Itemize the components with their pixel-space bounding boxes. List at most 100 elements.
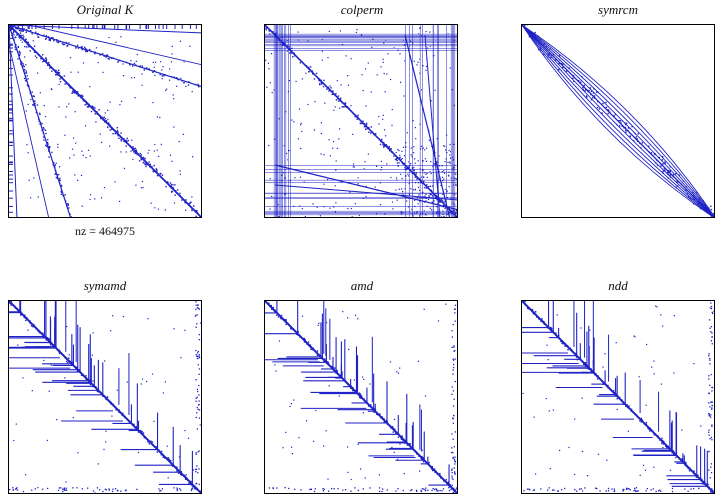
nonzero-mark [581, 397, 583, 399]
nonzero-mark [269, 178, 271, 180]
nonzero-mark [22, 64, 25, 66]
nonzero-mark [74, 92, 76, 94]
nonzero-mark [117, 61, 119, 63]
nonzero-mark [429, 185, 432, 187]
nonzero-mark [161, 453, 163, 455]
nonzero-mark [17, 58, 19, 60]
nonzero-mark [171, 160, 173, 162]
nonzero-mark [686, 466, 689, 469]
nonzero-mark [451, 472, 453, 474]
nonzero-mark [547, 359, 549, 361]
nonzero-mark [453, 209, 455, 212]
nonzero-mark [543, 53, 545, 56]
nonzero-mark [172, 94, 174, 96]
nonzero-mark [327, 361, 329, 363]
nonzero-mark [336, 369, 338, 372]
nonzero-mark [558, 55, 561, 57]
nonzero-mark [633, 140, 635, 142]
nonzero-band [9, 25, 201, 217]
nonzero-mark [605, 383, 607, 385]
nonzero-mark [384, 129, 386, 131]
nonzero-mark [393, 418, 396, 420]
nonzero-mark [522, 392, 524, 394]
nonzero-mark [580, 327, 582, 329]
nonzero-mark [425, 160, 427, 162]
nonzero-mark [453, 143, 455, 145]
nonzero-mark [664, 169, 666, 172]
nonzero-mark [191, 488, 193, 490]
nonzero-mark [547, 52, 549, 55]
nonzero-mark [693, 487, 695, 490]
nonzero-mark [451, 469, 453, 472]
nonzero-mark [350, 207, 352, 210]
nonzero-mark [166, 88, 168, 90]
nonzero-mark [550, 54, 553, 56]
nonzero-mark [195, 314, 197, 317]
nonzero-mark [439, 474, 441, 477]
nonzero-mark [710, 305, 713, 308]
nonzero-mark [622, 489, 624, 491]
nonzero-mark [339, 99, 341, 101]
nonzero-mark [575, 356, 578, 358]
nonzero-mark [190, 480, 192, 483]
nonzero-band [522, 25, 714, 217]
nonzero-mark [445, 158, 447, 160]
nonzero-mark [438, 201, 441, 203]
nonzero-mark [661, 437, 663, 439]
nonzero-mark [298, 108, 301, 110]
nonzero-mark [629, 127, 631, 130]
nonzero-mark [360, 468, 362, 470]
nonzero-mark [584, 362, 587, 364]
nonzero-mark [285, 111, 287, 113]
nonzero-mark [166, 182, 168, 184]
nonzero-mark [43, 105, 45, 107]
nonzero-mark [282, 44, 284, 47]
nonzero-mark [80, 174, 83, 176]
nonzero-mark [383, 421, 385, 423]
nonzero-mark [522, 301, 525, 303]
nonzero-mark [678, 174, 681, 176]
nonzero-mark [653, 373, 655, 375]
nonzero-mark [108, 399, 110, 402]
nonzero-mark [709, 363, 711, 365]
nonzero-mark [431, 489, 433, 492]
nonzero-mark [188, 482, 190, 484]
nonzero-mark [103, 395, 106, 397]
nonzero-mark [46, 439, 48, 441]
nonzero-mark [420, 148, 422, 150]
nonzero-mark [455, 209, 457, 212]
nonzero-mark [154, 170, 156, 172]
nonzero-mark [192, 156, 194, 158]
nonzero-mark [411, 213, 413, 215]
nonzero-mark [550, 56, 553, 58]
nonzero-mark [112, 315, 114, 317]
nonzero-mark [453, 104, 455, 106]
nonzero-mark [540, 43, 542, 45]
nonzero-mark [424, 488, 426, 491]
nonzero-mark [69, 157, 71, 159]
nonzero-mark [416, 64, 418, 66]
nonzero-mark [43, 128, 45, 130]
nonzero-mark [282, 319, 284, 321]
nonzero-mark [402, 438, 405, 441]
nonzero-mark [650, 152, 653, 154]
nonzero-mark [352, 386, 354, 389]
nonzero-mark [338, 395, 340, 397]
nonzero-mark [448, 186, 450, 188]
nonzero-mark [307, 40, 309, 42]
nonzero-mark [57, 173, 60, 176]
nonzero-mark [180, 471, 182, 473]
nonzero-mark [126, 140, 128, 143]
nonzero-mark [707, 209, 710, 211]
nonzero-mark [59, 182, 61, 184]
nonzero-mark [9, 51, 13, 53]
nonzero-mark [121, 414, 123, 416]
nonzero-mark [190, 201, 192, 203]
nonzero-mark [426, 184, 428, 186]
nonzero-mark [188, 81, 190, 83]
nonzero-mark [97, 62, 99, 64]
nonzero-mark [396, 458, 399, 460]
nonzero-mark [607, 112, 609, 115]
nonzero-mark [616, 398, 618, 400]
nonzero-mark [54, 165, 56, 167]
